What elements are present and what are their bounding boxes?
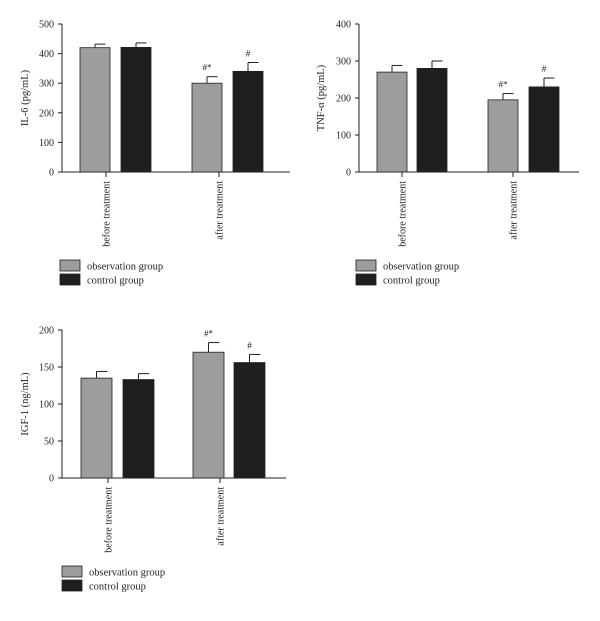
- legend-swatch: [61, 579, 83, 592]
- y-tick-label: 0: [346, 168, 351, 179]
- y-tick-label: 100: [39, 138, 54, 149]
- y-tick-label: 0: [49, 168, 54, 179]
- bar-control: [416, 68, 448, 173]
- y-tick-label: 300: [336, 57, 351, 68]
- legend: observation group control group: [61, 565, 165, 593]
- bar-observation: [487, 99, 519, 173]
- chart-panel-1: 0 100 200 300 400 500 IL-6 (pg/mL) before treat…: [20, 20, 290, 287]
- y-axis-title: IL-6 (pg/mL): [20, 69, 31, 126]
- significance-marker: #*: [204, 329, 214, 339]
- legend-label: observation group: [383, 262, 459, 273]
- y-tick-label: 400: [336, 20, 351, 31]
- legend-label: control group: [383, 276, 440, 287]
- significance-marker: #: [246, 48, 251, 58]
- x-category-label: before treatment: [102, 181, 113, 247]
- legend: observation group control group: [59, 259, 163, 287]
- bar-observation: [80, 377, 113, 479]
- legend-swatch: [61, 565, 83, 578]
- y-axis-title: IGF-1 (ng/mL): [20, 372, 31, 436]
- bar-control: [528, 86, 560, 173]
- chart-panel-2: 0 100 200 300 400 TNF-α (pg/mL) before treatme…: [316, 20, 579, 287]
- legend-label: control group: [87, 276, 144, 287]
- significance-marker: #: [542, 64, 547, 74]
- y-tick-label: 50: [44, 437, 54, 448]
- x-category-label: before treatment: [398, 181, 409, 247]
- y-axis-title: TNF-α (pg/mL): [316, 64, 327, 131]
- significance-marker: #*: [499, 80, 509, 90]
- bar-control: [232, 70, 264, 173]
- significance-marker: #: [247, 340, 252, 350]
- significance-marker: #*: [203, 63, 213, 73]
- legend-label: observation group: [89, 568, 165, 579]
- x-category-label: after treatment: [509, 181, 520, 240]
- y-tick-label: 200: [39, 326, 54, 337]
- y-tick-label: 0: [49, 474, 54, 485]
- y-tick-label: 100: [39, 400, 54, 411]
- bar-control: [122, 379, 155, 479]
- y-tick-label: 150: [39, 363, 54, 374]
- legend-swatch: [59, 259, 81, 272]
- legend-swatch: [355, 259, 377, 272]
- bar-control: [120, 46, 152, 173]
- legend-label: observation group: [87, 262, 163, 273]
- legend-swatch: [355, 273, 377, 286]
- y-tick-label: 300: [39, 79, 54, 90]
- legend-swatch: [59, 273, 81, 286]
- bar-observation: [192, 351, 225, 479]
- y-tick-label: 400: [39, 49, 54, 60]
- bar-observation: [79, 47, 111, 173]
- bar-control: [233, 362, 266, 479]
- y-tick-label: 100: [336, 131, 351, 142]
- x-category-label: before treatment: [104, 487, 115, 553]
- bar-observation: [191, 82, 223, 173]
- y-tick-label: 200: [39, 108, 54, 119]
- y-tick-label: 500: [39, 20, 54, 31]
- x-category-label: after treatment: [215, 181, 226, 240]
- y-tick-label: 200: [336, 94, 351, 105]
- legend: observation group control group: [355, 259, 459, 287]
- bar-observation: [376, 71, 408, 173]
- legend-label: control group: [89, 582, 146, 593]
- chart-panel-3: 0 50 100 150 200 IGF-1 (ng/mL) before treatmen…: [20, 326, 286, 593]
- x-category-label: after treatment: [216, 487, 227, 546]
